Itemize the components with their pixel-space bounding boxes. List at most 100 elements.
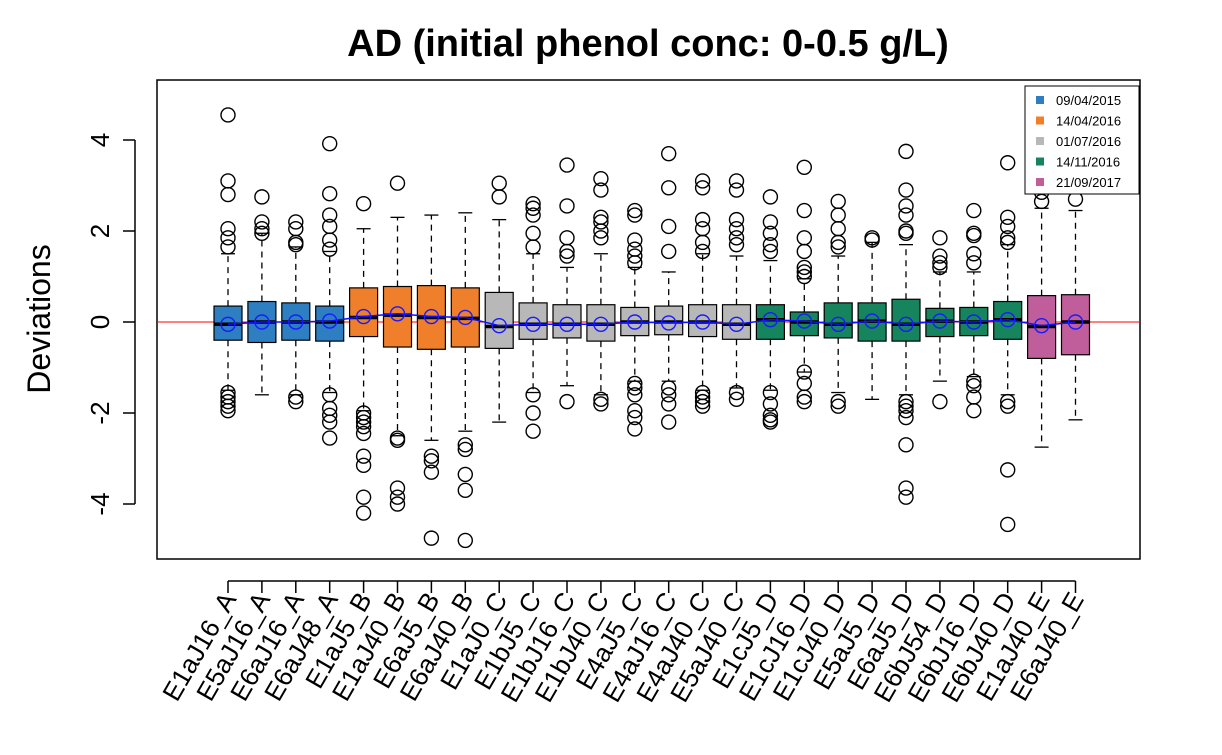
outlier-point xyxy=(932,230,948,246)
outlier-point xyxy=(457,482,473,499)
box xyxy=(755,304,786,340)
outlier-point xyxy=(220,221,236,237)
boxplot-E5aJ40_C xyxy=(721,173,752,408)
outlier-point xyxy=(457,532,473,549)
outlier-point xyxy=(355,457,372,474)
outlier-point xyxy=(491,175,507,191)
outlier-point xyxy=(559,198,575,214)
outlier-point xyxy=(559,230,575,246)
box xyxy=(1060,294,1091,356)
boxplot-E1aJ40_B xyxy=(382,175,413,512)
boxplot-E5aJ5_D xyxy=(857,230,887,401)
outlier-point xyxy=(830,193,846,210)
mean-point xyxy=(1033,317,1050,334)
outlier-point xyxy=(525,405,541,421)
outlier-point xyxy=(796,259,812,276)
boxplot-E4aJ40_C xyxy=(687,173,718,414)
mean-line xyxy=(227,313,1076,327)
outlier-point xyxy=(525,423,541,439)
outlier-point xyxy=(694,389,711,405)
outlier-point xyxy=(661,414,677,430)
outlier-point xyxy=(1000,155,1016,171)
outlier-point xyxy=(762,414,779,430)
legend-swatch xyxy=(1036,157,1044,166)
legend-label: 21/09/2017 xyxy=(1056,175,1121,190)
mean-point xyxy=(423,308,440,325)
y-axis: -4 -2 0 2 4 xyxy=(85,133,136,516)
outlier-point xyxy=(355,414,372,430)
y-tick-label: 4 xyxy=(85,133,115,147)
outlier-point xyxy=(728,182,745,198)
outlier-point xyxy=(762,243,779,260)
outlier-point xyxy=(796,230,812,246)
box xyxy=(552,304,582,339)
mean-point xyxy=(220,316,236,332)
boxplot-E1aJ5_B xyxy=(349,195,379,521)
outlier-point xyxy=(966,246,982,262)
legend-swatch xyxy=(1036,178,1044,186)
boxplot-E1bJ5_C xyxy=(518,195,548,439)
boxplot-E1cJ16_D xyxy=(789,159,819,410)
mean-point xyxy=(254,314,270,330)
plot-frame xyxy=(156,79,1141,560)
outlier-point xyxy=(627,409,643,426)
mean-point xyxy=(355,308,372,325)
boxplot-E1bJ16_C xyxy=(552,157,582,410)
outlier-point xyxy=(796,159,812,176)
mean-point xyxy=(728,316,745,332)
outlier-point xyxy=(830,393,846,410)
outlier-point xyxy=(694,180,711,196)
outlier-point xyxy=(1000,230,1016,246)
outlier-point xyxy=(457,441,473,458)
outlier-point xyxy=(457,466,473,483)
box xyxy=(789,311,819,337)
outlier-point xyxy=(966,403,982,419)
mean-point xyxy=(559,316,575,332)
outlier-point xyxy=(898,489,914,505)
outlier-point xyxy=(966,378,982,394)
outlier-point xyxy=(898,437,914,453)
mean-point xyxy=(288,314,304,330)
boxplot-E6bJ16_D xyxy=(959,202,989,419)
box xyxy=(349,287,379,338)
outlier-point xyxy=(627,387,643,403)
outlier-point xyxy=(288,393,304,410)
outlier-point xyxy=(627,207,643,223)
mean-point xyxy=(457,309,473,326)
outlier-point xyxy=(1000,209,1016,226)
outlier-point xyxy=(728,221,745,237)
outlier-point xyxy=(525,239,541,255)
boxplot-E1aJ0_C xyxy=(484,175,514,423)
outlier-point xyxy=(898,398,914,414)
outlier-point xyxy=(525,195,541,212)
outlier-point xyxy=(694,243,711,260)
outlier-point xyxy=(661,396,677,412)
outlier-point xyxy=(593,223,609,239)
outlier-point xyxy=(966,255,982,271)
outlier-point xyxy=(661,218,677,235)
outlier-point xyxy=(1000,218,1016,235)
outlier-point xyxy=(491,189,507,205)
outlier-point xyxy=(898,143,914,160)
outlier-point xyxy=(389,432,406,448)
outlier-point xyxy=(898,207,914,223)
outlier-point xyxy=(389,175,406,191)
outlier-point xyxy=(796,389,812,405)
legend-swatch xyxy=(1036,137,1044,145)
outlier-point xyxy=(728,173,745,189)
mean-point xyxy=(322,313,338,329)
outlier-point xyxy=(932,259,948,276)
outlier-point xyxy=(694,221,711,237)
outlier-point xyxy=(627,248,643,264)
legend-label: 09/04/2015 xyxy=(1056,93,1121,108)
mean-point xyxy=(491,317,507,334)
outlier-point xyxy=(762,384,779,401)
outlier-point xyxy=(1000,398,1016,414)
mean-point xyxy=(898,316,914,332)
outlier-point xyxy=(830,221,846,237)
outlier-point xyxy=(898,393,914,410)
outlier-point xyxy=(288,214,304,230)
outlier-point xyxy=(627,202,643,219)
outlier-point xyxy=(661,145,677,162)
outlier-point xyxy=(288,389,304,405)
